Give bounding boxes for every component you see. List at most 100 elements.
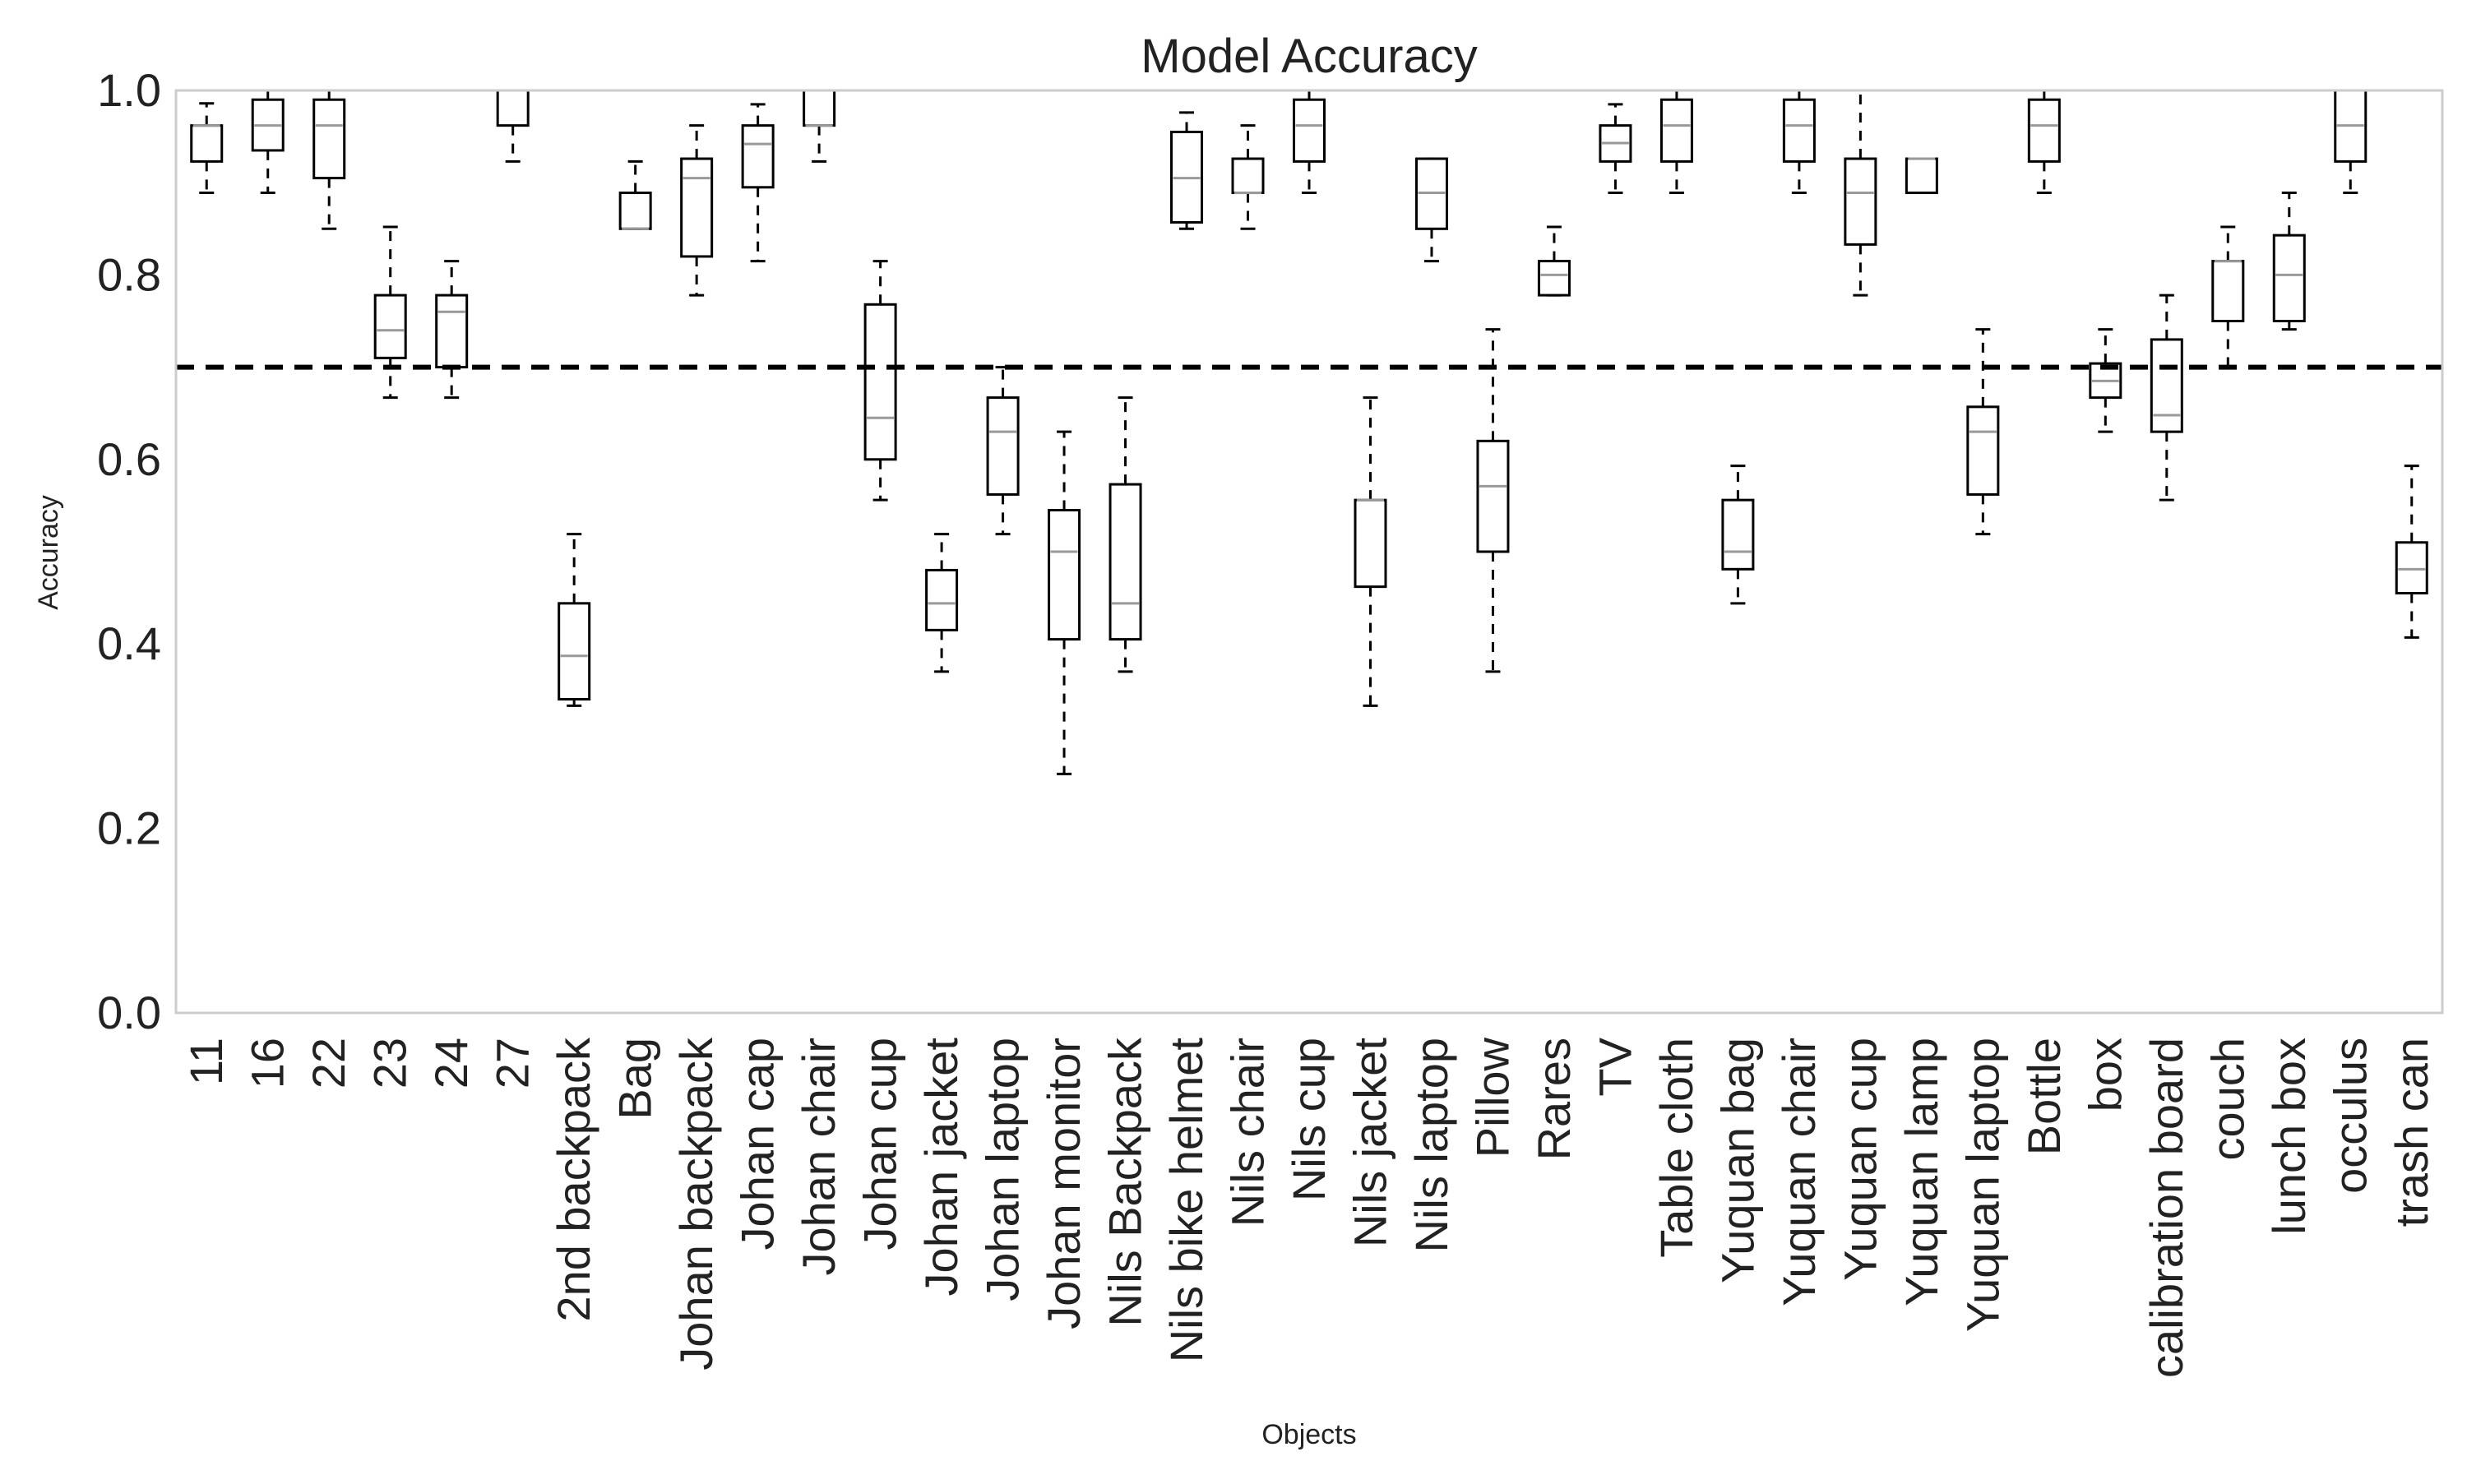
plot-frame [174, 89, 2444, 1015]
box-iqr [741, 124, 775, 189]
x-tick-label: 27 [487, 1038, 539, 1089]
box-iqr [986, 396, 1020, 496]
box-iqr [1659, 98, 1693, 163]
box-yuquan-chair [1782, 90, 1816, 195]
box-yuquan-laptop [1966, 328, 2000, 536]
box-yuquan-cup [1844, 90, 1877, 297]
box-2nd-backpack [558, 533, 591, 707]
x-tick-label: Nils Backpack [1099, 1037, 1151, 1327]
box-yuquan-lamp [1905, 157, 1938, 195]
box-22 [312, 90, 346, 230]
box-iqr [435, 294, 469, 369]
x-tick-label: box [2079, 1038, 2131, 1112]
x-tick-label: lunch box [2263, 1038, 2315, 1235]
x-tick-label: Johan monitor [1038, 1038, 1090, 1329]
box-johan-cap [741, 103, 775, 263]
box-johan-jacket [925, 533, 959, 673]
box-iqr [1905, 157, 1938, 195]
x-tick-label: Bag [609, 1038, 661, 1120]
box-lunch-box [2272, 192, 2306, 331]
box-johan-cup [863, 260, 897, 502]
x-tick-label: Table cloth [1650, 1038, 1702, 1258]
box-iqr [1966, 405, 2000, 496]
box-yuquan-bag [1721, 465, 1755, 605]
box-27 [496, 90, 530, 163]
plot-area [176, 90, 2442, 775]
box-nils-backpack [1109, 396, 1142, 673]
box-iqr [1537, 260, 1571, 297]
box-iqr [1109, 483, 1142, 641]
box-johan-monitor [1048, 430, 1081, 775]
y-tick-label: 1.0 [97, 64, 161, 116]
x-tick-label: Johan laptop [977, 1038, 1029, 1301]
x-tick-label: Yuquan laptop [1956, 1038, 2008, 1332]
box-24 [435, 260, 469, 400]
box-bottle [2027, 90, 2061, 195]
y-tick-label: 0.6 [97, 433, 161, 485]
box-johan-backpack [680, 124, 714, 297]
box-trash-can [2395, 465, 2428, 639]
x-tick-label: 16 [242, 1038, 294, 1089]
x-tick-label: Yuquan chair [1773, 1038, 1825, 1306]
x-tick-label: couch [2201, 1038, 2253, 1160]
box-iqr [558, 602, 591, 701]
x-tick-label: 22 [303, 1038, 354, 1089]
box-iqr [863, 303, 897, 461]
box-nils-laptop [1414, 157, 1448, 263]
x-tick-label: trash can [2386, 1038, 2437, 1227]
box-nils-jacket [1354, 396, 1387, 707]
box-iqr [190, 124, 224, 163]
box-iqr [496, 90, 530, 127]
box-iqr [618, 192, 652, 230]
x-tick-label: calibration board [2141, 1038, 2192, 1378]
box-nils-chair [1231, 124, 1265, 230]
x-tick-label: 23 [364, 1038, 416, 1089]
box-23 [373, 225, 407, 400]
x-tick-label: Bottle [2018, 1038, 2070, 1155]
x-tick-label: Nils jacket [1344, 1038, 1395, 1248]
box-iqr [2211, 260, 2245, 323]
x-tick-label: TV [1589, 1037, 1641, 1096]
x-tick-label: Johan backpack [670, 1037, 722, 1371]
box-iqr [1782, 98, 1816, 163]
box-nils-cup [1293, 90, 1326, 195]
x-tick-label: 24 [425, 1038, 477, 1089]
box-iqr [2150, 338, 2183, 433]
box-table-cloth [1659, 90, 1693, 195]
y-axis-label: Accuracy [33, 495, 64, 610]
chart-title: Model Accuracy [1141, 30, 1477, 83]
box-johan-laptop [986, 366, 1020, 536]
box-11 [190, 102, 224, 195]
box-iqr [2395, 541, 2428, 594]
box-tv [1599, 103, 1632, 195]
x-tick-label: Pillow [1466, 1037, 1518, 1158]
x-tick-label: Johan jacket [915, 1038, 967, 1297]
box-johan-chair [803, 90, 836, 163]
x-tick-label: Nils chair [1222, 1038, 1274, 1227]
x-tick-label: Johan chair [793, 1038, 845, 1276]
x-axis-label: Objects [1261, 1419, 1356, 1450]
box-pillow [1476, 328, 1510, 673]
x-tick-label: Yuquan bag [1711, 1038, 1763, 1283]
x-tick-label: Nils cup [1283, 1038, 1335, 1201]
box-iqr [803, 90, 836, 127]
x-tick-label: Johan cup [854, 1038, 906, 1250]
box-rares [1537, 225, 1571, 297]
box-iqr [312, 98, 346, 180]
box-iqr [1844, 157, 1877, 246]
x-tick-label: Nils laptop [1405, 1038, 1457, 1252]
box-iqr [1354, 498, 1387, 589]
box-calibration-board [2150, 294, 2183, 502]
box-iqr [1293, 98, 1326, 163]
x-tick-label: 2nd backpack [548, 1037, 599, 1322]
box-iqr [1231, 157, 1265, 195]
box-iqr [2272, 233, 2306, 322]
x-tick-label: Johan cap [732, 1038, 784, 1250]
box-iqr [680, 157, 714, 258]
box-bag [618, 159, 652, 230]
box-nils-bike-helmet [1170, 111, 1204, 230]
y-tick-label: 0.2 [97, 802, 161, 854]
x-tick-label: Nils bike helmet [1160, 1038, 1212, 1363]
